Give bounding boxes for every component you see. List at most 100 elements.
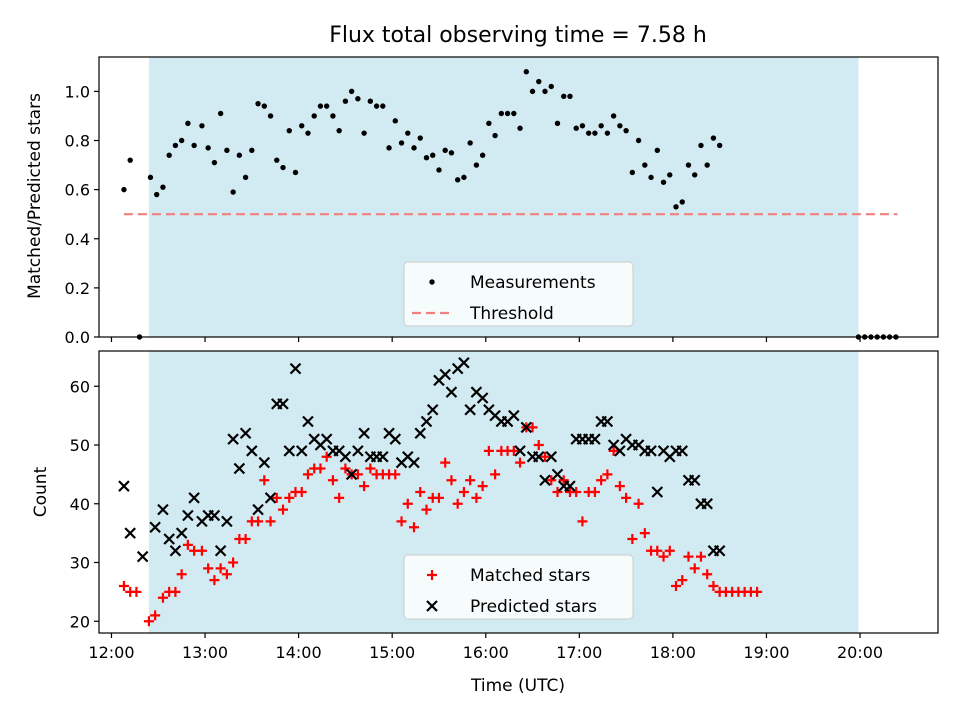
predicted-point [601,415,614,428]
matched-point [558,475,569,486]
measurement-point [423,155,430,161]
measurement-point [380,103,386,109]
predicted-point [414,427,427,440]
matched-point [352,469,363,480]
matched-point [752,586,763,597]
measurement-point [523,69,529,75]
predicted-point [676,445,689,457]
measurement-point [442,147,448,154]
matched-point [552,487,563,497]
matched-point [215,563,226,574]
matched-point [639,528,650,539]
measurement-point [224,147,230,154]
matched-point [228,557,239,568]
matched-point [527,422,538,433]
matched-point [209,575,220,586]
measurement-point [623,127,629,134]
measurement-point [217,110,224,117]
matched-point [614,481,625,492]
measurement-point [648,174,654,181]
measurement-point [685,162,692,168]
measurement-point [467,140,473,146]
measurement-point [249,147,255,154]
measurement-point [716,142,723,149]
measurement-point [317,103,324,109]
predicted-point [651,486,664,498]
matched-point [589,487,600,497]
measurement-point [191,142,197,149]
measurement-point [492,132,498,139]
predicted-point [688,474,701,487]
measurement-point [367,98,374,104]
xtick-label: 14:00 [276,643,322,662]
measurement-point [436,167,442,173]
matched-point [131,586,142,597]
measurement-point [417,135,423,141]
predicted-point [163,533,175,545]
predicted-point [426,403,439,416]
matched-point [596,475,607,486]
measurement-point [654,147,660,154]
measurement-point [454,177,461,183]
predicted-point [508,409,520,422]
measurement-point [610,113,617,119]
measurement-point [579,123,586,129]
measurement-point [498,110,505,117]
predicted-point [169,544,182,557]
measurement-point [292,169,299,176]
xtick-label: 13:00 [182,643,228,662]
predicted-point [514,445,526,457]
matched-point [571,487,582,497]
measurement-point [629,169,636,176]
bottom-ytick-label: 20 [70,612,90,631]
measurement-point [323,103,330,109]
measurement-point [536,78,542,85]
measurement-point [160,184,166,190]
matched-point [483,445,494,456]
predicted-point [258,456,271,469]
matched-point [602,469,613,480]
legend-measurement-swatch [429,279,435,285]
measurement-point [673,204,679,210]
matched-point [621,492,632,503]
matched-point [271,492,282,503]
matched-point [334,492,345,503]
matched-point [359,481,370,492]
matched-point [390,469,401,480]
top-legend: Measurements Threshold [403,261,634,327]
top-ytick-label: 1.0 [65,82,90,101]
predicted-point [227,433,239,445]
measurement-point [147,174,154,181]
predicted-point [221,515,233,528]
matched-point [677,575,688,586]
top-ytick-label: 0.2 [65,279,90,298]
legend-label: Predicted stars [470,597,597,617]
measurement-point [127,157,133,163]
measurement-point [479,152,486,158]
matched-point [302,469,313,480]
matched-point [627,534,638,544]
predicted-point [408,456,420,469]
measurement-point [598,123,604,129]
measurement-point [286,127,292,134]
matched-point [415,487,426,497]
measurement-point [698,142,704,149]
predicted-point [420,415,433,428]
top-legend-box [403,261,634,327]
matched-point [396,516,407,527]
matched-point [409,522,420,533]
matched-point [658,551,669,562]
predicted-point [320,433,333,445]
matched-point [452,498,463,509]
measurement-point [448,150,455,156]
xtick-label: 19:00 [743,643,789,662]
predicted-point [345,468,358,481]
measurement-point [255,100,261,107]
top-ytick-label: 0.4 [65,230,90,249]
matched-point [533,440,544,450]
matched-point [340,463,351,474]
predicted-point [289,362,302,375]
predicted-point [283,445,296,457]
matched-point [695,551,706,562]
top-panel: Matched/Predicted stars 0.0 0.2 0.4 0.6 0.8 1… [25,56,939,347]
